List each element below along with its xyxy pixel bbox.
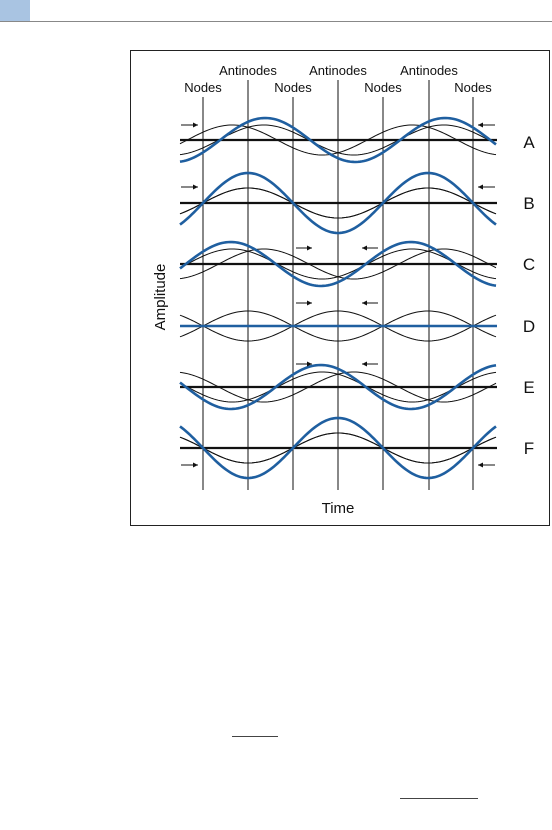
component-wave [179, 310, 497, 342]
figure-frame [130, 50, 550, 526]
arrow-head [193, 462, 198, 468]
component-wave [179, 432, 497, 464]
arrow-head [478, 462, 483, 468]
arrows [181, 122, 495, 468]
y-axis-label: Amplitude [152, 264, 169, 331]
x-axis-label: Time [322, 500, 355, 517]
wave-row-d [179, 310, 497, 342]
nodes-label-4: Nodes [454, 80, 492, 95]
wave-row-c [179, 240, 497, 288]
antinodes-label-1: Antinodes [219, 63, 277, 78]
component-wave [179, 248, 497, 280]
resultant-wave [179, 116, 497, 164]
text-rule-1 [232, 736, 278, 737]
resultant-wave [179, 171, 497, 235]
arrow-head [193, 184, 198, 190]
header-accent-square [0, 0, 30, 21]
row-label-a: A [523, 133, 535, 152]
arrow-head [307, 300, 312, 306]
arrow-head [307, 245, 312, 251]
vertical-guides [202, 80, 474, 490]
arrow-head [362, 300, 367, 306]
arrow-head [362, 245, 367, 251]
nodes-label-3: Nodes [364, 80, 402, 95]
arrow-head [307, 361, 312, 367]
page-header [0, 0, 552, 22]
resultant-wave [179, 363, 497, 411]
arrow-head [193, 122, 198, 128]
resultant-wave [179, 240, 497, 288]
wave-rows [179, 116, 497, 480]
arrow-head [362, 361, 367, 367]
component-wave [179, 187, 497, 219]
wave-row-b [179, 171, 497, 235]
row-label-d: D [523, 317, 535, 336]
nodes-label-2: Nodes [274, 80, 312, 95]
row-label-b: B [523, 194, 534, 213]
component-wave [179, 124, 497, 156]
resultant-wave [179, 416, 497, 480]
row-label-c: C [523, 255, 535, 274]
arrow-head [478, 122, 483, 128]
text-rule-2 [400, 798, 478, 799]
antinodes-label-2: Antinodes [309, 63, 367, 78]
nodes-label-1: Nodes [184, 80, 222, 95]
row-label-e: E [523, 378, 534, 397]
antinodes-label-3: Antinodes [400, 63, 458, 78]
row-label-f: F [524, 439, 534, 458]
arrow-head [478, 184, 483, 190]
header-rule [0, 21, 552, 22]
component-wave [179, 371, 497, 403]
wave-row-a [179, 116, 497, 164]
wave-row-e [179, 363, 497, 411]
wave-row-f [179, 416, 497, 480]
component-wave [179, 310, 497, 342]
